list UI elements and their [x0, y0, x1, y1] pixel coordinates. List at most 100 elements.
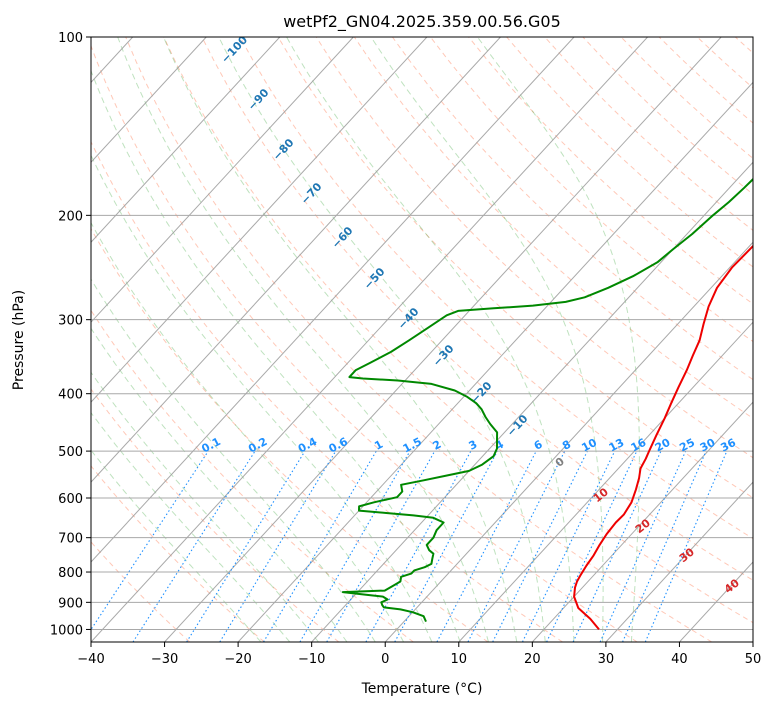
- dry-adiabat: [506, 37, 753, 268]
- y-tick-label: 200: [58, 209, 83, 224]
- dry-adiabat: [315, 37, 753, 459]
- mixing-ratio-label: 36: [718, 436, 738, 455]
- mixing-ratio-label: 0.4: [296, 435, 320, 456]
- mixing-ratio-label: 20: [653, 436, 673, 455]
- x-tick-label: 30: [598, 652, 615, 667]
- dry-adiabat: [91, 44, 638, 642]
- isotherm-label: −70: [298, 180, 324, 207]
- dry-adiabat: [91, 541, 191, 642]
- mixing-ratio-label: 30: [698, 436, 718, 455]
- dry-adiabat: [734, 37, 753, 54]
- moist-adiabat: [91, 449, 262, 642]
- isotherm: [311, 161, 753, 642]
- isotherm: [237, 81, 753, 642]
- mixing-ratio-line: [132, 450, 256, 642]
- isotherm: [679, 561, 753, 642]
- x-tick-label: 0: [381, 652, 389, 667]
- plot-frame: [90, 36, 754, 643]
- line-labels: 0.1 0.2 0.4 0.6 1 1.5 2 3 4 6 8 10 13 16 20 25 30 36−100−…: [199, 33, 742, 596]
- moist-adiabat: [91, 371, 319, 642]
- mixing-ratio-line: [599, 450, 687, 642]
- mixing-ratio-line: [219, 450, 337, 642]
- dry-adiabat-label: 0: [553, 455, 567, 470]
- moist-adiabat: [91, 69, 461, 642]
- x-tick-label: 40: [671, 652, 688, 667]
- mixing-ratio-line: [365, 450, 472, 642]
- dry-adiabat: [430, 37, 753, 343]
- isotherm: [91, 37, 207, 164]
- x-axis-label: Temperature (°C): [361, 681, 483, 697]
- y-tick-label: 1000: [50, 623, 83, 638]
- x-tick-label: −30: [151, 652, 178, 667]
- isotherm: [91, 37, 428, 403]
- mixing-ratio-line: [546, 450, 638, 642]
- mixing-ratio-line: [644, 450, 728, 642]
- dry-adiabat: [125, 37, 713, 642]
- isotherm: [531, 401, 753, 642]
- dry-adiabat: [91, 465, 265, 642]
- mixing-ratio-label: 0.6: [327, 435, 351, 456]
- isotherm: [91, 37, 354, 323]
- y-tick-label: 800: [58, 566, 83, 581]
- profile-lines: [341, 177, 753, 631]
- dry-adiabat: [468, 37, 753, 305]
- moist-adiabat: [91, 221, 405, 642]
- mixing-ratio-label: 13: [607, 436, 627, 455]
- isotherm: [91, 37, 648, 642]
- moist-adiabat: [91, 278, 376, 642]
- mixing-ratio-label: 0.1: [199, 435, 222, 456]
- isotherm-label: −60: [329, 224, 355, 251]
- dry-adiabat: [91, 140, 563, 642]
- moist-adiabat: [218, 37, 546, 642]
- x-tick-label: −10: [298, 652, 325, 667]
- dry-adiabat: [544, 37, 753, 231]
- mixing-ratio-line: [263, 450, 377, 642]
- dry-adiabat: [91, 388, 340, 642]
- y-tick-label: 100: [58, 31, 83, 46]
- dry-adiabat: [91, 309, 414, 642]
- dry-adiabat: [391, 37, 753, 381]
- isotherm-label: −100: [219, 33, 251, 66]
- x-tick-label: 10: [451, 652, 468, 667]
- dry-adiabat-label: 20: [633, 516, 653, 536]
- isotherm: [91, 37, 575, 563]
- mixing-ratio-label: 6: [532, 438, 545, 453]
- mixing-ratio-label: 1: [372, 438, 385, 453]
- x-axis: −40 −30 −20 −10 0 10 20 30 40 50: [77, 642, 761, 667]
- dry-adiabat: [91, 227, 489, 642]
- mixing-ratio-line: [622, 450, 707, 642]
- y-tick-label: 400: [58, 388, 83, 403]
- background-lines: [0, 37, 753, 642]
- mixing-ratio-line: [394, 450, 498, 642]
- x-tick-label: −40: [77, 652, 104, 667]
- isotherm-label: −50: [361, 265, 387, 292]
- y-tick-label: 900: [58, 596, 83, 611]
- moist-adiabat: [91, 154, 433, 642]
- mixing-ratio-label: 1.5: [401, 435, 424, 456]
- isotherm-label: −90: [245, 86, 271, 113]
- isotherm: [0, 37, 59, 642]
- mixing-ratio-label: 10: [579, 436, 599, 455]
- dry-adiabat-label: 10: [591, 485, 611, 505]
- x-tick-label: 50: [745, 652, 762, 667]
- temperature-line: [573, 244, 753, 631]
- dewpoint-line: [341, 177, 753, 623]
- isotherm-label: −30: [430, 342, 456, 369]
- moist-adiabat: [91, 411, 291, 642]
- y-axis-label: Pressure (hPa): [11, 290, 27, 390]
- chart-title: wetPf2_GN04.2025.359.00.56.G05: [283, 12, 561, 32]
- isotherm: [384, 241, 753, 642]
- isotherm: [752, 641, 753, 642]
- mixing-ratio-line: [572, 450, 662, 642]
- mixing-ratio-label: 16: [629, 436, 649, 455]
- x-tick-label: −20: [224, 652, 251, 667]
- mixing-ratio-line: [521, 450, 616, 642]
- moist-adiabat: [286, 37, 575, 642]
- mixing-ratio-line: [326, 450, 436, 642]
- mixing-ratio-label: 2: [431, 438, 444, 453]
- mixing-ratio-line: [186, 450, 306, 642]
- isotherm: [91, 37, 501, 483]
- mixing-ratio-line: [299, 450, 411, 642]
- x-tick-label: 20: [524, 652, 541, 667]
